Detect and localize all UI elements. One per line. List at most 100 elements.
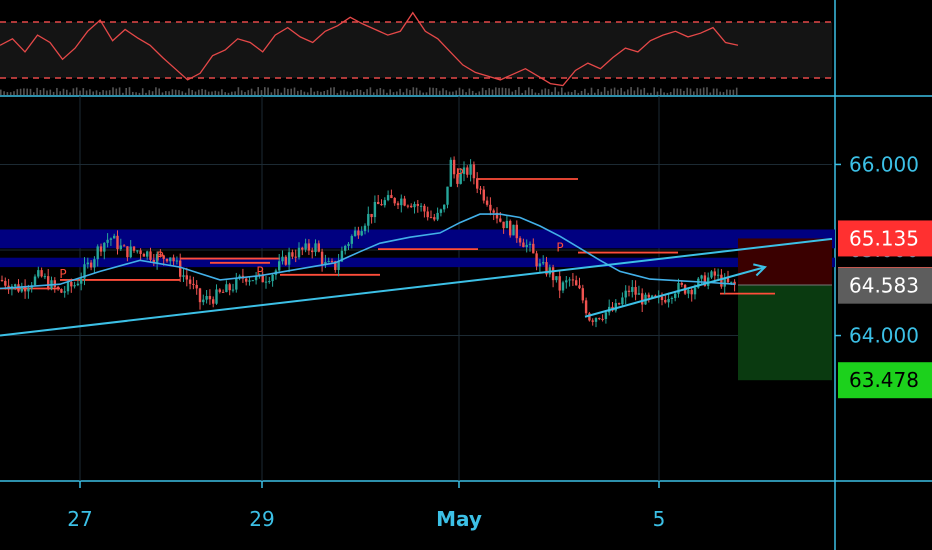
candle-body: [518, 238, 522, 243]
volume-bar: [577, 92, 580, 95]
volume-bar: [706, 87, 708, 95]
trendlines[interactable]: [0, 237, 833, 337]
candle-body: [449, 159, 452, 187]
candle-body: [327, 261, 330, 263]
volume-bar: [567, 91, 570, 95]
volume-bar: [570, 92, 573, 95]
volume-bar: [432, 87, 434, 95]
candle-body: [542, 262, 545, 264]
candle-body: [324, 261, 327, 265]
volume-bar: [683, 90, 685, 95]
volume-bar: [128, 87, 131, 95]
volume-bar: [514, 89, 517, 95]
volume-bar: [363, 91, 365, 95]
candle-body: [103, 242, 106, 252]
candle-body: [63, 291, 66, 293]
volume-bar: [178, 90, 180, 95]
volume-bar: [359, 89, 362, 95]
candle-body: [245, 278, 248, 282]
candle-body: [367, 213, 370, 226]
candle-body: [485, 200, 489, 205]
candle-body: [251, 280, 254, 282]
volume-bar: [171, 89, 174, 95]
volume-bar: [610, 88, 613, 95]
time-axis[interactable]: 27 29 May 5: [67, 481, 665, 531]
candle-body: [584, 300, 588, 314]
candle-body: [261, 274, 264, 283]
candle-body: [23, 286, 27, 292]
volume-bar: [640, 89, 642, 95]
volume-bar: [462, 89, 464, 95]
candle-body: [73, 285, 76, 287]
candle-body: [93, 259, 96, 268]
candle-body: [565, 280, 568, 283]
candle-body: [202, 299, 205, 303]
volume-bar: [313, 91, 316, 95]
candle-body: [27, 288, 30, 292]
candle-body: [195, 284, 198, 289]
candle-body: [320, 251, 324, 265]
long-support-trendline[interactable]: [0, 237, 833, 337]
candle-body: [502, 221, 505, 229]
volume-bar: [227, 92, 230, 95]
price-axis-label: 66.000: [849, 152, 919, 176]
volume-bar: [498, 87, 500, 95]
candle-body: [350, 236, 353, 244]
volume-bar: [118, 87, 121, 95]
candle-body: [188, 279, 192, 284]
volume-bar: [511, 91, 514, 95]
candle-body: [400, 198, 403, 206]
candle-body: [690, 289, 693, 295]
candle-body: [373, 201, 377, 218]
price-pane[interactable]: P P P P P: [0, 96, 835, 481]
volume-bar: [382, 89, 385, 95]
candle-body: [60, 289, 63, 293]
candle-body: [433, 217, 436, 220]
volume-bar: [669, 91, 672, 95]
candle-body: [43, 276, 47, 278]
volume-bar: [95, 90, 98, 95]
candle-body: [713, 271, 716, 276]
candle-body: [393, 198, 396, 204]
candle-body: [360, 231, 363, 236]
candle-body: [578, 285, 581, 289]
volume-bar: [729, 89, 731, 95]
upper-zone: [0, 229, 835, 249]
volume-bar: [366, 89, 368, 95]
lower-zone: [0, 257, 835, 268]
short-position-tool[interactable]: [738, 238, 832, 381]
candle-body: [674, 293, 677, 298]
candle-body: [617, 303, 621, 305]
volume-bar: [399, 88, 401, 95]
volume-bar: [716, 88, 718, 95]
volume-bar: [396, 91, 398, 95]
candle-body: [459, 173, 462, 184]
trendline-arrowhead: [753, 263, 768, 277]
volume-bar: [633, 90, 636, 95]
volume-bar: [105, 90, 108, 95]
candle-body: [558, 276, 561, 291]
volume-bar: [237, 87, 240, 95]
volume-bar: [168, 91, 170, 95]
volume-bar: [46, 90, 48, 95]
volume-bar: [330, 87, 332, 95]
volume-bar: [0, 89, 2, 95]
candle-body: [370, 213, 373, 218]
volume-bar: [42, 88, 45, 95]
candle-body: [175, 260, 179, 262]
volume-bar: [673, 88, 675, 95]
pivot-marker-label: P: [456, 166, 463, 180]
moving-average-line: [0, 213, 736, 290]
volume-bar: [141, 88, 144, 95]
candle-body: [149, 251, 152, 260]
rising-channel-trendline[interactable]: [584, 266, 766, 318]
volume-bar: [165, 91, 167, 95]
candle-body: [650, 295, 654, 298]
volume-bar: [59, 91, 61, 95]
volume-bar: [693, 91, 695, 95]
candle-body: [4, 280, 7, 286]
volume-bar: [72, 88, 75, 95]
volume-bar: [158, 88, 160, 95]
candle-body: [598, 318, 601, 320]
